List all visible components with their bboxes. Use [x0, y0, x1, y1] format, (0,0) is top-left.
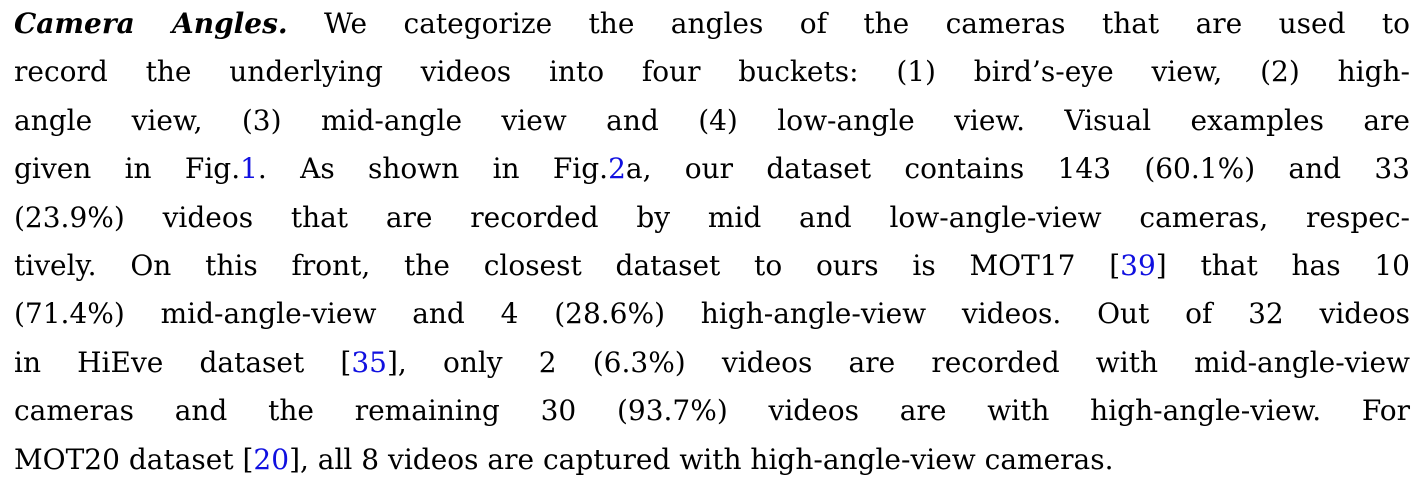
citation-link[interactable]: 39: [1120, 248, 1156, 282]
text-span: in HiEve dataset [: [14, 345, 352, 379]
text-line: record the underlying videos into four b…: [14, 48, 1410, 96]
text-line: MOT20 dataset [20], all 8 videos are cap…: [14, 436, 1410, 484]
text-line: tively. On this front, the closest datas…: [14, 242, 1410, 290]
text-span: tively. On this front, the closest datas…: [14, 248, 1121, 282]
text-line: (71.4%) mid-angle-view and 4 (28.6%) hig…: [14, 290, 1410, 338]
text-span: ], all 8 videos are captured with high-a…: [289, 442, 1114, 476]
text-span: (23.9%) videos that are recorded by mid …: [14, 200, 1410, 234]
text-span: given in Fig.: [14, 152, 241, 186]
text-line: angle view, (3) mid-angle view and (4) l…: [14, 97, 1410, 145]
text-line: in HiEve dataset [35], only 2 (6.3%) vid…: [14, 339, 1410, 387]
paragraph-heading: Camera Angles.: [14, 7, 288, 40]
text-line: Camera Angles. We categorize the angles …: [14, 0, 1410, 48]
text-line: given in Fig.1. As shown in Fig.2a, our …: [14, 145, 1410, 193]
text-span: cameras and the remaining 30 (93.7%) vid…: [14, 394, 1410, 428]
text-span: MOT20 dataset [: [14, 442, 254, 476]
citation-link[interactable]: 35: [351, 345, 387, 379]
figure-ref-link[interactable]: 1: [240, 152, 258, 186]
figure-ref-link[interactable]: 2: [608, 152, 626, 186]
text-span: ], only 2 (6.3%) videos are recorded wit…: [386, 345, 1410, 379]
paragraph-camera-angles: Camera Angles. We categorize the angles …: [14, 0, 1410, 484]
text-line: (23.9%) videos that are recorded by mid …: [14, 194, 1410, 242]
text-span: angle view, (3) mid-angle view and (4) l…: [14, 103, 1410, 137]
text-span: We categorize the angles of the cameras …: [324, 7, 1411, 40]
text-span: record the underlying videos into four b…: [14, 55, 1410, 89]
text-span: (71.4%) mid-angle-view and 4 (28.6%) hig…: [14, 297, 1410, 331]
text-span: ] that has 10: [1155, 248, 1410, 282]
text-line: cameras and the remaining 30 (93.7%) vid…: [14, 387, 1410, 435]
citation-link[interactable]: 20: [253, 442, 290, 476]
text-span: . As shown in Fig.: [257, 152, 609, 186]
text-span: a, our dataset contains 143 (60.1%) and …: [625, 152, 1410, 186]
